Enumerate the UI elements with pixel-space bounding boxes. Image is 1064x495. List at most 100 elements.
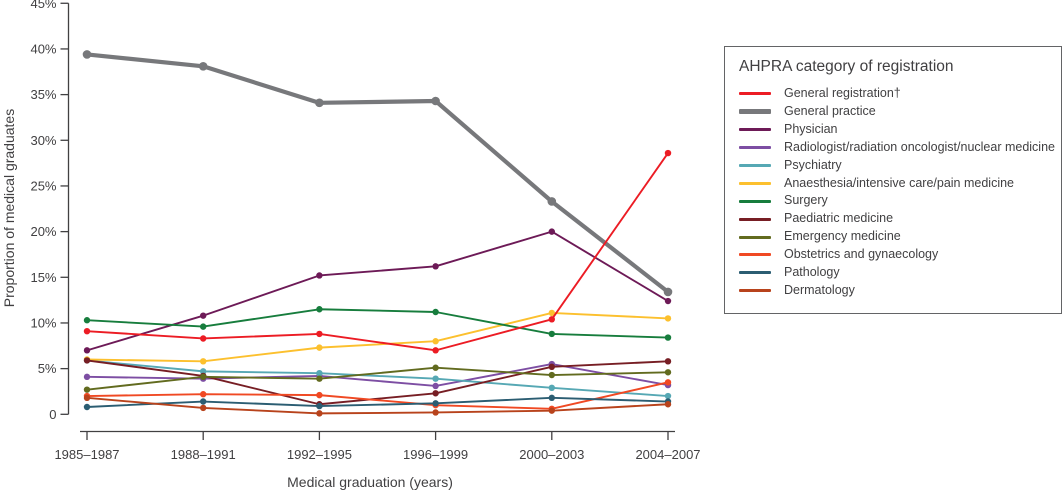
data-point	[198, 61, 208, 71]
data-point	[200, 358, 207, 365]
data-point	[431, 96, 440, 106]
legend-swatch	[739, 181, 771, 185]
legend-item: Obstetrics and gynaecology	[739, 246, 1047, 264]
data-point	[200, 335, 207, 342]
data-point	[432, 263, 439, 270]
data-point	[200, 398, 207, 405]
x-tick-label: 1992–1995	[287, 447, 352, 462]
legend-item: Emergency medicine	[739, 228, 1047, 246]
data-point	[316, 391, 323, 399]
data-point	[200, 373, 207, 381]
data-point	[83, 394, 91, 402]
series-line-obstetrics-and-gynaecology	[83, 379, 672, 413]
legend-swatch	[739, 235, 771, 239]
data-point	[316, 330, 323, 338]
legend-swatch	[739, 271, 771, 275]
chart-svg: 0 5% 10% 15% 20% 25% 30% 35% 40% 45% 1985–1987 1988…	[30, 0, 701, 462]
data-point	[664, 334, 672, 341]
data-point	[200, 323, 207, 330]
y-tick-label: 35%	[30, 87, 56, 102]
data-point	[664, 401, 672, 408]
x-axis-label: Medical graduation (years)	[287, 474, 453, 490]
data-point	[432, 364, 439, 371]
data-point	[432, 375, 439, 382]
legend-swatch	[739, 289, 771, 293]
y-tick-label: 20%	[30, 224, 56, 239]
legend-item-label: Radiologist/radiation oncologist/nuclear…	[784, 139, 1055, 154]
x-axis: 1985–1987 1988–1991 1992–1995 1996–1999 2000…	[54, 430, 701, 462]
data-point	[200, 312, 207, 319]
data-point	[316, 369, 323, 377]
legend-item: Anaesthesia/intensive care/pain medicine	[739, 174, 1047, 192]
data-point	[548, 228, 555, 235]
data-point	[432, 409, 439, 416]
data-point	[432, 347, 439, 354]
x-tick-label: 1996–1999	[403, 447, 468, 462]
y-tick-label: 40%	[30, 41, 56, 56]
data-point	[548, 407, 555, 414]
legend-swatch	[739, 253, 771, 257]
data-point	[664, 315, 672, 322]
data-point	[432, 382, 439, 390]
legend-item: Pathology	[739, 264, 1047, 282]
y-tick-label: 0	[49, 407, 56, 422]
y-tick-label: 15%	[30, 270, 56, 285]
legend-item-label: Anaesthesia/intensive care/pain medicine	[784, 175, 1014, 190]
data-point	[83, 403, 91, 411]
data-point	[664, 392, 672, 400]
legend: AHPRA category of registration General r…	[724, 46, 1062, 314]
series-line-emergency-medicine	[83, 364, 672, 393]
legend-swatch	[739, 109, 771, 115]
data-point	[664, 297, 672, 305]
data-point	[200, 404, 207, 412]
data-point	[664, 358, 672, 365]
legend-item: Physician	[739, 121, 1047, 139]
x-tick-label: 1988–1991	[171, 447, 236, 462]
data-point	[663, 287, 673, 297]
data-point	[548, 316, 555, 323]
legend-items: General registration† General practice Phy…	[739, 85, 1055, 300]
legend-swatch	[739, 146, 771, 150]
data-point	[316, 306, 323, 313]
data-point	[548, 363, 555, 371]
data-point	[432, 390, 439, 397]
y-tick-label: 25%	[30, 178, 56, 193]
legend-title: AHPRA category of registration	[739, 58, 954, 75]
data-point	[548, 330, 555, 338]
data-point	[83, 357, 91, 364]
data-point	[200, 391, 207, 398]
legend-item: Dermatology	[739, 282, 1047, 300]
legend-item-label: Paediatric medicine	[784, 211, 894, 226]
legend-item-label: Pathology	[784, 264, 840, 279]
data-point	[316, 410, 323, 417]
legend-item: Psychiatry	[739, 157, 1047, 175]
x-tick-label: 1985–1987	[54, 447, 119, 462]
data-point	[432, 308, 439, 316]
series-line-general-registration	[83, 149, 672, 354]
legend-item: Radiologist/radiation oncologist/nuclear…	[739, 139, 1055, 157]
data-point	[547, 197, 557, 206]
legend-item-label: General practice	[784, 103, 876, 118]
x-tick-label: 2000–2003	[519, 447, 584, 462]
legend-swatch	[739, 217, 771, 221]
series-line-physician	[83, 228, 672, 354]
data-point	[83, 347, 91, 354]
legend-swatch	[739, 92, 771, 96]
series-line-pathology	[83, 394, 672, 411]
data-point	[548, 309, 555, 317]
data-point	[664, 369, 672, 376]
y-axis-label: Proportion of medical graduates	[1, 108, 17, 308]
data-point	[548, 371, 555, 379]
data-point	[83, 373, 91, 381]
data-point	[316, 402, 323, 410]
legend-item-label: Surgery	[784, 193, 828, 208]
legend-item-label: Emergency medicine	[784, 229, 901, 244]
data-point	[200, 368, 207, 375]
series-line-surgery	[83, 306, 672, 341]
data-point	[315, 98, 324, 108]
y-tick-label: 30%	[30, 133, 56, 148]
series-line-general-practice	[82, 50, 673, 297]
legend-item-label: Obstetrics and gynaecology	[784, 247, 939, 262]
x-tick-label: 2004–2007	[635, 447, 700, 462]
data-point	[316, 344, 323, 351]
